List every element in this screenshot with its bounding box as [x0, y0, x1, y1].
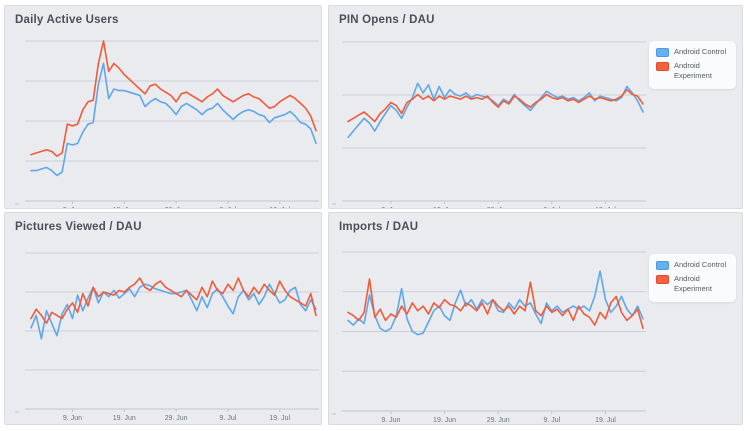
daily-active-users-chart-canvas[interactable]: 9. Jun 19. Jun 29. Jun 9. Jul 19. Jul — [5, 6, 321, 208]
legend-item-android-experiment[interactable]: Android Experiment — [656, 61, 728, 81]
control-series-swatch-icon — [656, 48, 669, 57]
chart-panel-imports: Imports / DAU 9. Jun 19. Jun 29. Jun 9. Jul… — [328, 212, 743, 425]
x-axis-tick-label: 9. Jun — [381, 207, 400, 208]
pictures-viewed-dau-experiment-line — [30, 277, 317, 324]
legend-label: Android Control — [674, 47, 727, 56]
control-series-swatch-icon — [656, 261, 669, 270]
chart-panel-pictures-viewed: Pictures Viewed / DAU 9. Jun 19. Jun 29. J… — [4, 212, 322, 425]
legend-label: Android Control — [674, 260, 727, 269]
x-axis-tick-label: 9. Jul — [543, 207, 560, 208]
x-axis-tick-label: 19. Jul — [269, 415, 290, 422]
chart-legend: Android Control Android Experiment — [649, 41, 736, 90]
x-axis-tick-label: 9. Jul — [220, 415, 237, 422]
pictures-viewed-dau-control-line — [30, 283, 317, 340]
x-axis-tick-label: 19. Jun — [433, 417, 456, 424]
x-axis-tick-label: 9. Jul — [220, 207, 237, 208]
imports-dau-experiment-line — [347, 278, 644, 330]
legend-item-android-control[interactable]: Android Control — [656, 260, 728, 270]
pin-opens-dau-experiment-line — [347, 88, 644, 123]
chart-title: Pictures Viewed / DAU — [15, 221, 142, 233]
legend-item-android-experiment[interactable]: Android Experiment — [656, 274, 728, 294]
daily-active-users-experiment-line — [30, 40, 317, 157]
x-axis-tick-label: 19. Jul — [269, 207, 290, 208]
x-axis-tick-label: 29. Jun — [165, 207, 188, 208]
x-axis-tick-label: 9. Jun — [381, 417, 400, 424]
x-axis-tick-label: 19. Jun — [433, 207, 456, 208]
x-axis-tick-label: 9. Jul — [543, 417, 560, 424]
x-axis-tick-label: 29. Jun — [165, 415, 188, 422]
x-axis-tick-label: 19. Jun — [113, 415, 136, 422]
imports-chart-canvas[interactable]: 9. Jun 19. Jun 29. Jun 9. Jul 19. Jul — [329, 213, 742, 424]
chart-title: PIN Opens / DAU — [339, 14, 435, 26]
daily-active-users-control-line — [30, 62, 317, 177]
pin-opens-dau-control-line — [347, 82, 644, 139]
experiment-series-swatch-icon — [656, 275, 669, 285]
x-axis-tick-label: 29. Jun — [487, 417, 510, 424]
legend-label: Android Experiment — [674, 274, 712, 294]
chart-legend: Android Control Android Experiment — [649, 254, 736, 303]
x-axis-tick-label: 19. Jun — [113, 207, 136, 208]
pin-opens-chart-canvas[interactable]: 9. Jun 19. Jun 29. Jun 9. Jul 19. Jul — [329, 6, 742, 208]
legend-item-android-control[interactable]: Android Control — [656, 47, 728, 57]
chart-title: Daily Active Users — [15, 14, 119, 26]
x-axis-tick-label: 9. Jun — [63, 207, 82, 208]
imports-dau-control-line — [347, 270, 644, 336]
x-axis-tick-label: 9. Jun — [63, 415, 82, 422]
legend-label: Android Experiment — [674, 61, 712, 81]
x-axis-tick-label: 29. Jun — [487, 207, 510, 208]
chart-title: Imports / DAU — [339, 221, 419, 233]
pictures-viewed-chart-canvas[interactable]: 9. Jun 19. Jun 29. Jun 9. Jul 19. Jul — [5, 213, 321, 424]
x-axis-tick-label: 19. Jul — [595, 417, 616, 424]
x-axis-tick-label: 19. Jul — [595, 207, 616, 208]
experiment-series-swatch-icon — [656, 62, 669, 72]
